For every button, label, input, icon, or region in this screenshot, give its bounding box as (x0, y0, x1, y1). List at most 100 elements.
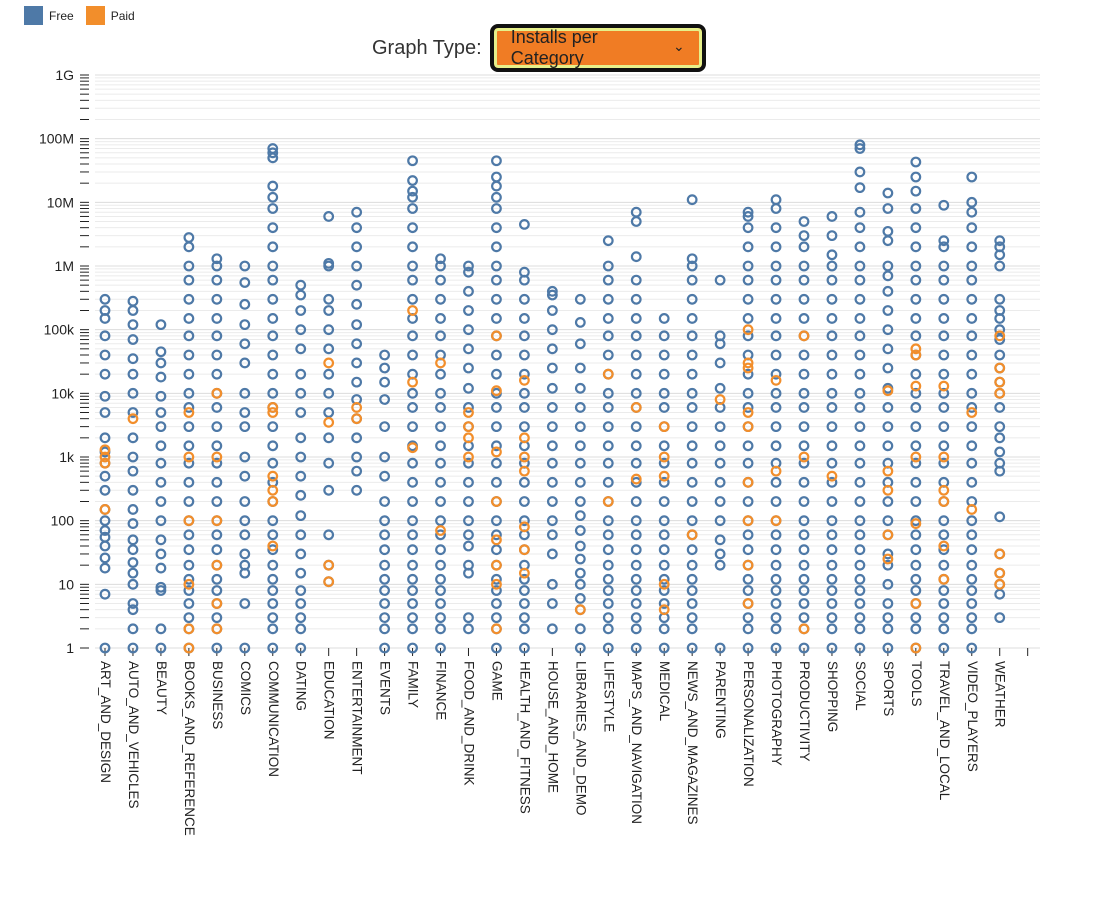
point-free (407, 421, 418, 433)
point-free (770, 274, 782, 286)
point-free (211, 544, 223, 556)
point-paid (686, 529, 698, 541)
point-free (463, 343, 474, 355)
point-free (267, 612, 279, 624)
point-free (798, 559, 810, 571)
point-free (770, 368, 782, 380)
point-free (826, 330, 838, 342)
point-free (435, 612, 446, 624)
point-free (910, 241, 922, 253)
point-free (910, 293, 922, 305)
point-free (295, 510, 307, 522)
point-free (602, 368, 614, 380)
point-free (491, 313, 502, 324)
legend-item-paid[interactable]: Paid (85, 6, 135, 25)
point-free (938, 402, 950, 413)
point-free (99, 432, 111, 444)
point-paid (519, 374, 530, 386)
point-free (854, 440, 866, 452)
point-free (183, 293, 195, 305)
point-free (267, 203, 279, 214)
point-free (323, 324, 335, 336)
point-paid (742, 407, 754, 418)
point-free (546, 382, 558, 394)
point-free (127, 484, 139, 496)
point-free (798, 421, 810, 433)
point-free (323, 407, 335, 418)
graph-type-dropdown-inner[interactable]: Installs per Category ⌄ (497, 27, 699, 68)
point-free (742, 241, 754, 253)
x-tick-label: MAPS_AND_NAVIGATION (629, 661, 644, 824)
point-free (519, 612, 530, 624)
point-free (379, 362, 391, 374)
point-paid (798, 330, 810, 342)
point-free (155, 562, 167, 574)
point-free (239, 496, 251, 507)
point-free (714, 421, 726, 433)
point-paid (491, 385, 502, 397)
point-free (183, 402, 195, 413)
point-free (546, 285, 558, 297)
legend-item-free[interactable]: Free (24, 6, 74, 25)
point-free (211, 623, 223, 635)
point-free (882, 457, 894, 469)
point-free (99, 349, 111, 361)
point-free (686, 457, 698, 469)
point-free (602, 457, 614, 469)
point-free (630, 515, 642, 527)
point-paid (658, 604, 670, 616)
point-free (463, 305, 474, 316)
point-free (714, 402, 726, 413)
point-free (127, 604, 139, 616)
point-free (658, 421, 670, 433)
point-free (882, 260, 894, 272)
point-free (966, 222, 978, 234)
point-free (658, 559, 670, 571)
point-free (602, 313, 614, 324)
point-free (323, 484, 335, 496)
point-free (742, 222, 754, 234)
point-free (686, 293, 698, 305)
point-free (798, 260, 810, 272)
point-free (323, 387, 335, 399)
point-free (854, 402, 866, 413)
point-free (379, 421, 391, 433)
point-free (463, 559, 474, 571)
point-free (994, 376, 1006, 388)
point-free (351, 465, 363, 477)
point-free (630, 598, 642, 609)
point-free (211, 368, 223, 380)
point-free (742, 544, 754, 556)
point-free (491, 515, 502, 527)
point-free (910, 476, 922, 488)
point-free (295, 387, 307, 399)
point-free (602, 440, 614, 452)
point-free (463, 476, 474, 488)
point-free (519, 623, 530, 635)
point-free (99, 642, 111, 654)
point-free (546, 548, 558, 560)
point-free (854, 260, 866, 272)
point-free (602, 585, 614, 596)
point-free (491, 623, 502, 635)
point-free (267, 368, 279, 380)
point-paid (658, 578, 670, 590)
point-free (686, 440, 698, 452)
point-free (99, 504, 111, 515)
graph-type-dropdown[interactable]: Installs per Category ⌄ (489, 24, 706, 72)
point-free (99, 470, 111, 482)
point-paid (938, 496, 950, 507)
point-free (630, 544, 642, 556)
x-tick-label: EDUCATION (322, 661, 337, 740)
point-paid (519, 544, 530, 556)
point-paid (211, 387, 223, 399)
point-free (938, 421, 950, 433)
point-paid (882, 385, 894, 397)
point-free (602, 274, 614, 286)
point-free (826, 559, 838, 571)
point-free (211, 573, 223, 585)
point-free (938, 235, 950, 247)
point-free (994, 387, 1006, 399)
point-free (351, 484, 363, 496)
point-free (99, 293, 111, 305)
